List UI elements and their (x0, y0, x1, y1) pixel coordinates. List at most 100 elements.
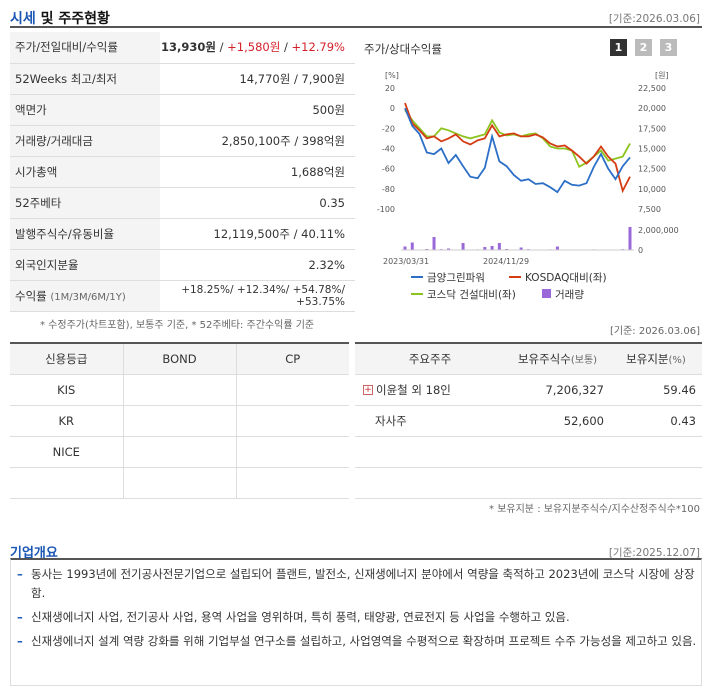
quote-row: 외국인지분율 2.32% (10, 249, 355, 281)
holders-header: 주요주주 (355, 342, 505, 375)
chart-page-2-button[interactable]: 2 (635, 39, 652, 56)
price-chart-panel: 주가/상대수익률 1 2 3 [%] [원] 20 0 -20 -40 -60 -80 -100… (355, 32, 702, 314)
chart-page-3-button[interactable]: 3 (660, 39, 677, 56)
quote-note: * 수정주가(차트포함), 보통주 기준, * 52주베타: 주간수익률 기준 (40, 320, 315, 331)
chart-title: 주가/상대수익률 (364, 42, 442, 56)
quote-row: 52Weeks 최고/최저 14,770원 / 7,900원 (10, 63, 355, 95)
quote-row: 52주베타 0.35 (10, 187, 355, 219)
section-date: [기준:2026.03.06] (608, 13, 700, 25)
quote-label: 주가/전일대비/수익률 (10, 32, 160, 64)
legend-label: 금양그린파워 (427, 271, 485, 284)
holders-header-row: 주요주주 보유주식수(보통) 보유지분(%) (355, 342, 702, 375)
quote-label: 발행주식수/유동비율 (10, 218, 160, 250)
overview-title: 기업개요 (10, 546, 58, 561)
quote-value: 2,850,100주 / 398억원 (160, 125, 355, 157)
expand-icon[interactable]: + (363, 385, 373, 395)
volume-bar (447, 248, 451, 250)
price-chart: [%] [원] 20 0 -20 -40 -60 -80 -100 22,500 20,000 17,… (377, 71, 679, 301)
volume-bar (519, 247, 523, 250)
quote-value: 500원 (160, 94, 355, 126)
quote-label: 수익률 (1M/3M/6M/1Y) (10, 280, 160, 312)
right-tick-label: 20,000 (638, 104, 666, 113)
holder-pct: 59.46 (610, 374, 702, 406)
credit-row (10, 467, 349, 499)
quote-row: 수익률 (1M/3M/6M/1Y) +18.25%/ +12.34%/ +54.… (10, 280, 355, 312)
credit-header-row: 신용등급 BOND CP (10, 342, 349, 375)
holder-row (355, 436, 702, 468)
quote-row: 액면가 500원 (10, 94, 355, 126)
volume-bar (483, 247, 487, 250)
right-tick-label: 15,000 (638, 145, 666, 154)
quote-label: 액면가 (10, 94, 160, 126)
credit-table: 신용등급 BOND CP KIS KR NICE (10, 342, 349, 499)
quote-label: 시가총액 (10, 156, 160, 188)
quote-row: 시가총액 1,688억원 (10, 156, 355, 188)
quote-value: 14,770원 / 7,900원 (160, 63, 355, 95)
left-tick-label: -80 (382, 185, 395, 194)
legend-label: 거래량 (555, 289, 584, 301)
holders-table: 주요주주 보유주식수(보통) 보유지분(%) + 이윤철 외 18인 7,206,… (355, 342, 702, 499)
overview-item: 신재생에너지 사업, 전기공사 사업, 용역 사업을 영위하며, 특히 풍력, … (11, 608, 701, 627)
volume-tick-label: 2,000,000 (638, 226, 679, 235)
quote-value: 2.32% (160, 249, 355, 281)
left-tick-label: -100 (377, 205, 395, 214)
series-line (404, 102, 631, 194)
overview-section-header: 기업개요 [기준:2025.12.07] (10, 540, 702, 562)
left-axis-unit: [%] (385, 71, 399, 80)
overview-list: 동사는 1993년에 전기공사전문기업으로 설립되어 플랜트, 발전소, 신재생… (10, 558, 702, 686)
credit-header: BOND (122, 342, 236, 375)
credit-row: KR (10, 405, 349, 437)
quote-row: 주가/전일대비/수익률 13,930원 / +1,580원 / +12.79% (10, 32, 355, 64)
legend-label: KOSDAQ대비(좌) (525, 272, 607, 284)
volume-bar (490, 246, 494, 250)
right-tick-label: 7,500 (638, 205, 661, 214)
overview-item: 신재생에너지 설계 역량 강화를 위해 기업부설 연구소를 설립하고, 사업영역… (11, 632, 701, 651)
credit-header: CP (235, 342, 349, 375)
right-tick-label: 10,000 (638, 185, 666, 194)
left-tick-label: -40 (382, 145, 395, 154)
price-change: +1,580원 (227, 40, 281, 55)
credit-row: NICE (10, 436, 349, 468)
quote-value: +18.25%/ +12.34%/ +54.78%/ +53.75% (160, 280, 355, 312)
holders-header: 보유주식수(보통) (505, 342, 610, 375)
series-line (404, 107, 631, 194)
overview-date: [기준:2025.12.07] (608, 547, 700, 559)
holders-note: * 보유지분 : 보유지분주식수/지수산정주식수*100 (489, 504, 700, 515)
quote-value: 13,930원 / +1,580원 / +12.79% (160, 32, 355, 64)
volume-bar (628, 227, 632, 250)
right-axis-unit: [원] (655, 71, 669, 80)
holder-name: 자사주 (355, 405, 505, 437)
holders-header: 보유지분(%) (610, 342, 702, 375)
holder-name: + 이윤철 외 18인 (355, 374, 505, 406)
volume-bar (497, 243, 501, 250)
x-tick-label: 2023/03/31 (383, 257, 429, 266)
quote-section-header: 시세 및 주주현황 [기준:2026.03.06] (10, 6, 702, 28)
chart-page-1-button[interactable]: 1 (610, 39, 627, 56)
quote-row: 거래량/거래대금 2,850,100주 / 398억원 (10, 125, 355, 157)
holder-pct: 0.43 (610, 405, 702, 437)
quote-value: 1,688억원 (160, 156, 355, 188)
quote-value: 12,119,500주 / 40.11% (160, 218, 355, 250)
volume-bar (410, 242, 414, 250)
holders-date: [기준: 2026.03.06] (609, 326, 700, 337)
quote-label: 52Weeks 최고/최저 (10, 63, 160, 95)
left-tick-label: 0 (390, 104, 395, 113)
credit-row: KIS (10, 374, 349, 406)
legend-label: 코스닥 건설대비(좌) (427, 289, 516, 301)
holder-name-link[interactable]: 이윤철 외 18인 (376, 382, 451, 397)
quote-value: 0.35 (160, 187, 355, 219)
credit-agency: KR (10, 405, 123, 437)
overview-item: 동사는 1993년에 전기공사전문기업으로 설립되어 플랜트, 발전소, 신재생… (11, 565, 701, 603)
quote-label: 거래량/거래대금 (10, 125, 160, 157)
holder-row: 자사주 52,600 0.43 (355, 405, 702, 437)
x-tick-label: 2024/11/29 (483, 257, 529, 266)
right-tick-label: 17,500 (638, 124, 666, 133)
section-title: 시세 및 주주현황 (10, 11, 110, 27)
volume-bar (403, 246, 407, 250)
legend-swatch (542, 289, 551, 298)
price-rate: +12.79% (291, 40, 346, 55)
right-tick-label: 12,500 (638, 165, 666, 174)
credit-agency: NICE (10, 436, 123, 468)
quote-table: 주가/전일대비/수익률 13,930원 / +1,580원 / +12.79% … (10, 32, 355, 312)
volume-tick-label: 0 (638, 246, 643, 255)
